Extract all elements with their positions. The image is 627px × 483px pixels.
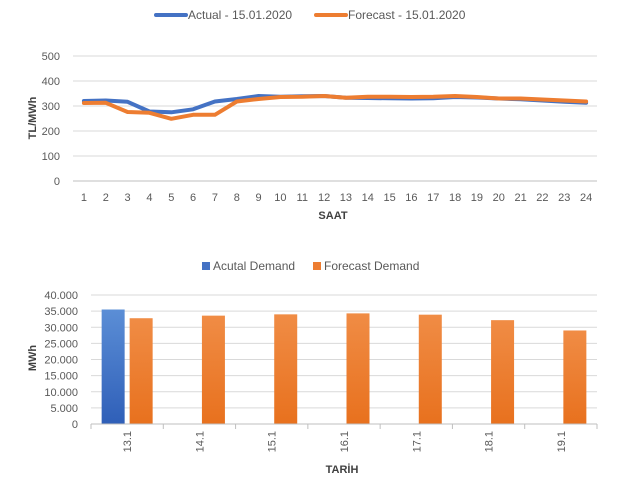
- x-tick-label: 2: [103, 192, 109, 204]
- x-tick-label: 21: [514, 192, 526, 204]
- x-tick-label: 19.1: [556, 431, 568, 452]
- x-tick-label: 3: [125, 192, 131, 204]
- x-tick-label: 16: [405, 192, 417, 204]
- x-tick-label: 8: [234, 192, 240, 204]
- forecast-demand-bar: [201, 315, 225, 424]
- line-chart-series: [81, 94, 589, 121]
- x-tick-label: 17.1: [411, 431, 423, 452]
- y-tick-label: 500: [42, 51, 60, 63]
- bar-chart-y-axis-title: MWh: [27, 345, 39, 372]
- forecast-demand-bar: [418, 314, 442, 424]
- y-tick-label: 300: [42, 101, 60, 113]
- y-tick-label: 400: [42, 76, 60, 88]
- x-tick-label: 5: [168, 192, 174, 204]
- bar-chart-x-ticks: 13.1 14.1 15.1 16.1 17.1 18.1 19.1: [90, 424, 598, 452]
- x-tick-label: 24: [580, 192, 592, 204]
- y-tick-label: 0: [72, 419, 78, 431]
- forecast-demand-bar: [563, 330, 587, 424]
- y-tick-label: 25.000: [44, 338, 78, 350]
- x-tick-label: 22: [536, 192, 548, 204]
- x-tick-label: 10: [274, 192, 286, 204]
- forecast-demand-bar: [129, 318, 153, 424]
- line-chart-gridlines: [73, 55, 597, 182]
- x-tick-label: 15: [383, 192, 395, 204]
- line-chart-y-axis-title: TL/MWh: [27, 96, 39, 139]
- bar-chart-x-axis-title: TARİH: [326, 463, 359, 476]
- line-chart-x-ticks: 1 2 3 4 5 6 7 8 9 10 11 12 13 14 15 16 17 18 19 20 21 22 23 24: [81, 192, 592, 204]
- forecast-line: [81, 94, 589, 121]
- line-chart-x-axis-title: SAAT: [318, 210, 347, 222]
- x-tick-label: 17: [427, 192, 439, 204]
- x-tick-label: 15.1: [267, 431, 279, 452]
- legend-swatch-forecast-demand: [313, 262, 321, 270]
- y-tick-label: 0: [54, 176, 60, 188]
- y-tick-label: 15.000: [44, 371, 78, 383]
- line-chart-legend: Actual - 15.01.2020 Forecast - 15.01.202…: [154, 8, 466, 22]
- x-tick-label: 20: [493, 192, 505, 204]
- x-tick-label: 4: [146, 192, 152, 204]
- line-chart-y-ticks: 0 100 200 300 400 500: [42, 51, 60, 188]
- actual-demand-bar: [101, 309, 125, 424]
- y-tick-label: 10.000: [44, 387, 78, 399]
- y-tick-label: 35.000: [44, 306, 78, 318]
- bar-chart-bars: [91, 309, 597, 425]
- y-tick-label: 40.000: [44, 290, 78, 302]
- x-tick-label: 18.1: [484, 431, 496, 452]
- y-tick-label: 30.000: [44, 322, 78, 334]
- x-tick-label: 14: [362, 192, 374, 204]
- x-tick-label: 12: [318, 192, 330, 204]
- x-tick-label: 19: [471, 192, 483, 204]
- x-tick-label: 14.1: [194, 431, 206, 452]
- x-tick-label: 13: [340, 192, 352, 204]
- x-tick-label: 1: [81, 192, 87, 204]
- legend-label-forecast: Forecast - 15.01.2020: [348, 8, 466, 22]
- legend-label-actual: Actual - 15.01.2020: [188, 8, 292, 22]
- y-tick-label: 20.000: [44, 355, 78, 367]
- x-tick-label: 13.1: [122, 431, 134, 452]
- legend-label-forecast-demand: Forecast Demand: [324, 259, 419, 273]
- x-tick-label: 16.1: [339, 431, 351, 452]
- line-chart: Actual - 15.01.2020 Forecast - 15.01.202…: [27, 8, 597, 222]
- bar-chart-y-ticks: 0 5.000 10.000 15.000 20.000 25.000 30.000 35.0…: [44, 290, 78, 431]
- x-tick-label: 6: [190, 192, 196, 204]
- x-tick-label: 9: [256, 192, 262, 204]
- bar-chart-gridlines: [91, 294, 597, 425]
- legend-label-actual-demand: Acutal Demand: [213, 259, 295, 273]
- forecast-demand-bar: [491, 320, 515, 424]
- x-tick-label: 23: [558, 192, 570, 204]
- x-tick-label: 7: [212, 192, 218, 204]
- x-tick-label: 18: [449, 192, 461, 204]
- y-tick-label: 200: [42, 126, 60, 138]
- x-tick-label: 11: [297, 192, 308, 204]
- y-tick-label: 100: [42, 151, 60, 163]
- y-tick-label: 5.000: [50, 403, 78, 415]
- bar-chart: Acutal Demand Forecast Demand 0 5.000 10.0…: [27, 259, 598, 476]
- forecast-demand-bar: [346, 313, 370, 424]
- forecast-demand-bar: [274, 314, 298, 424]
- legend-swatch-actual-demand: [202, 262, 210, 270]
- bar-chart-legend: Acutal Demand Forecast Demand: [202, 259, 419, 273]
